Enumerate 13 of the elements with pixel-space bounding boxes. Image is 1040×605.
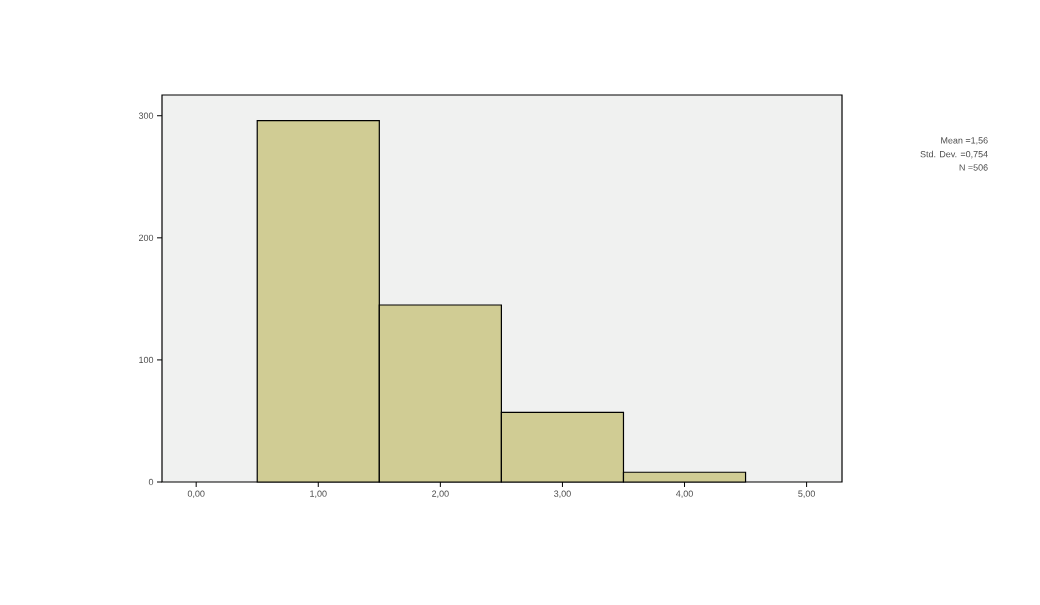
x-tick-label: 5,00 [798,490,815,498]
y-tick-label: 200 [138,234,154,242]
y-tick-label: 100 [139,356,154,364]
y-tick-label: 300 [138,112,154,119]
x-tick-label: 3,00 [554,490,571,498]
text: Std. Dev. =0,754 [920,150,988,159]
text: Mean =1,56 [941,137,988,145]
x-tick-label: 0,00 [187,490,205,498]
x-tick-label: 1,00 [310,490,327,498]
y-tick-label: 0 [148,478,154,486]
x-tick-label: 2,00 [432,490,449,498]
x-tick-label: 4,00 [676,490,693,498]
text: N =506 [959,164,988,171]
